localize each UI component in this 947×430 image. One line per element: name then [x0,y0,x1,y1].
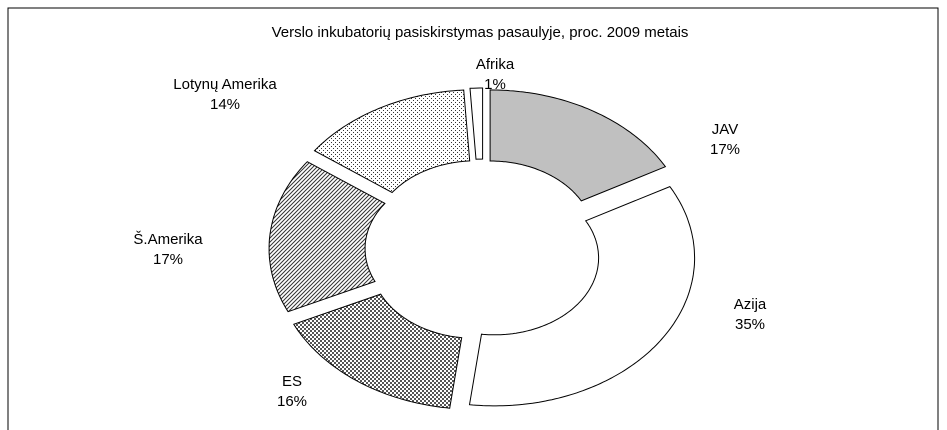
donut-slice [313,89,471,194]
slice-value-label: 17% [710,141,740,158]
slice-value-label: 35% [735,316,765,333]
slice-label: ES [282,373,302,390]
donut-slice [468,185,696,407]
slice-value-label: 17% [153,251,183,268]
donut-slice [489,89,667,202]
chart-title: Verslo inkubatorių pasiskirstymas pasaul… [272,24,689,41]
slice-value-label: 16% [277,393,307,410]
slice-label: Azija [734,296,767,313]
donut-slice [293,293,463,409]
slice-label: Š.Amerika [133,231,203,248]
slice-value-label: 14% [210,96,240,113]
slice-value-label: 1% [484,76,506,93]
donut-slice [268,161,386,313]
slice-label: JAV [712,121,738,138]
slice-label: Afrika [476,56,515,73]
donut-slice [469,87,484,160]
slice-label: Lotynų Amerika [173,76,277,93]
chart-frame [7,7,939,430]
